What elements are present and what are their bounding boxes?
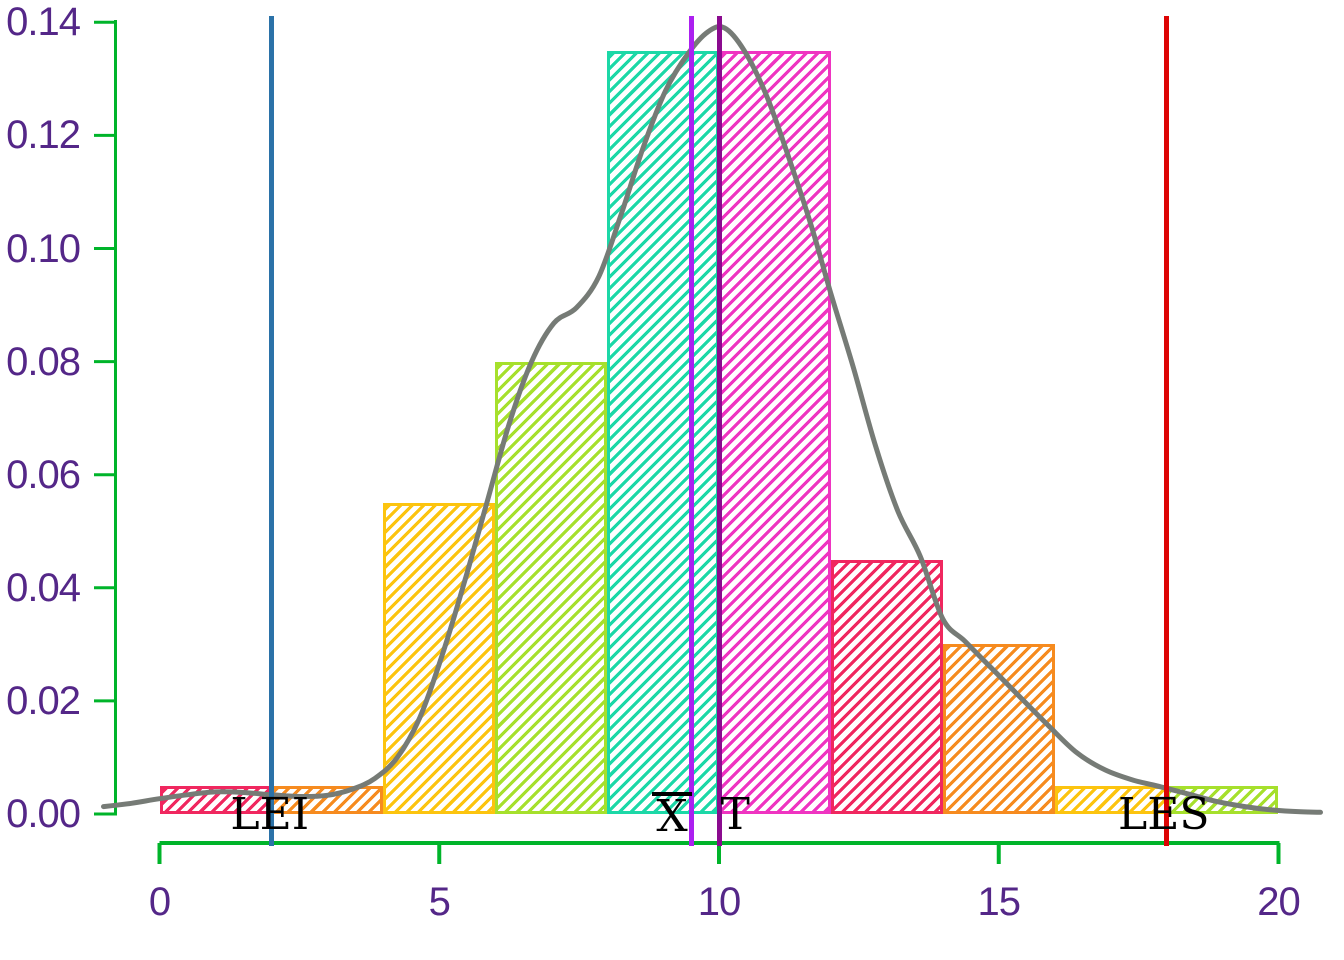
- y-tick-label: 0.02: [6, 678, 81, 723]
- y-tick-label: 0.10: [6, 226, 81, 271]
- label-les-line: LES: [1118, 789, 1210, 840]
- reference-xbar-line: [688, 16, 694, 846]
- reference-lei-line: [268, 16, 274, 846]
- overlined-text: X: [652, 792, 692, 839]
- reference-t-line: [716, 16, 722, 846]
- density-curve: [101, 24, 1323, 815]
- label-xbar-line: X: [582, 792, 762, 840]
- x-tick-label: 20: [1257, 880, 1301, 924]
- x-tick-label: 5: [428, 880, 451, 924]
- histogram-bar-10-12: [719, 50, 831, 814]
- histogram-bar-6-8: [495, 361, 608, 814]
- label-t-line: T: [720, 789, 750, 840]
- reference-les-line: [1164, 16, 1170, 846]
- y-tick-label: 0.14: [6, 0, 81, 45]
- label-lei-line: LEI: [230, 789, 310, 840]
- y-tick-label: 0.06: [6, 452, 81, 497]
- x-tick-label: 10: [697, 880, 742, 924]
- y-tick-label: 0.00: [6, 792, 81, 836]
- histogram-bar-8-10: [607, 50, 719, 814]
- y-tick-label: 0.12: [6, 113, 81, 158]
- y-tick-label: 0.04: [6, 565, 81, 610]
- histogram-bar-12-14: [830, 559, 943, 814]
- x-tick-label: 15: [977, 880, 1022, 924]
- histogram-bar-16-18: [1054, 785, 1167, 814]
- x-tick-label: 0: [148, 880, 171, 924]
- y-tick-label: 0.08: [6, 339, 81, 384]
